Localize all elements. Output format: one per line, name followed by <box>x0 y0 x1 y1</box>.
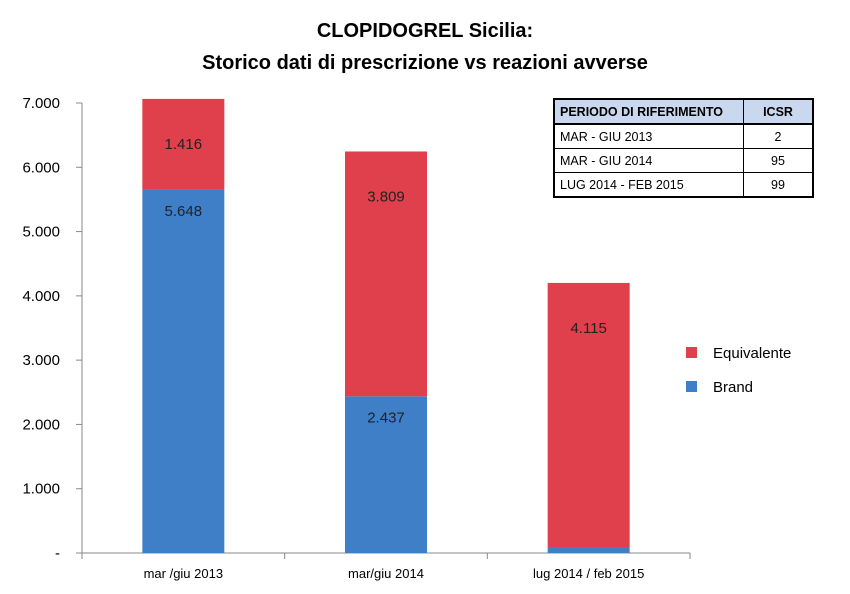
y-tick-label: 6.000 <box>22 159 60 176</box>
legend-swatch <box>686 381 697 392</box>
y-tick-label: - <box>55 545 60 562</box>
y-tick-label: 3.000 <box>22 352 60 369</box>
bar-brand <box>345 396 427 553</box>
data-label-equivalente: 4.115 <box>570 320 606 337</box>
table-row: MAR - GIU 2013 2 <box>553 123 814 149</box>
y-tick-label: 4.000 <box>22 288 60 305</box>
table-cell-period: MAR - GIU 2013 <box>553 123 744 149</box>
icsr-reference-table: PERIODO DI RIFERIMENTO ICSR MAR - GIU 20… <box>553 98 814 198</box>
table-header-icsr: ICSR <box>743 98 814 125</box>
table-cell-icsr: 99 <box>743 172 814 198</box>
data-label-brand: 2.437 <box>367 409 405 426</box>
table-header-period: PERIODO DI RIFERIMENTO <box>553 98 744 125</box>
legend-swatch <box>686 347 697 358</box>
x-tick-label: mar/giu 2014 <box>348 566 424 581</box>
x-tick-label: lug 2014 / feb 2015 <box>533 566 644 581</box>
table-row: MAR - GIU 2014 95 <box>553 148 814 173</box>
table-cell-period: LUG 2014 - FEB 2015 <box>553 172 744 198</box>
x-tick-label: mar /giu 2013 <box>144 566 224 581</box>
y-tick-label: 7.000 <box>22 95 60 112</box>
bar-brand <box>142 189 225 553</box>
chart-legend: Equivalente Brand <box>686 345 791 396</box>
bar-equivalente <box>142 98 225 190</box>
y-tick-label: 2.000 <box>22 416 60 433</box>
table-cell-icsr: 95 <box>743 148 814 173</box>
chart-title: CLOPIDOGREL Sicilia: <box>316 20 534 42</box>
bar-equivalente <box>345 151 427 397</box>
chart-subtitle: Storico dati di prescrizione vs reazioni… <box>202 52 648 74</box>
bar-equivalente <box>547 282 630 548</box>
data-label-brand: 5.648 <box>165 203 203 220</box>
table-cell-icsr: 2 <box>743 123 814 149</box>
data-label-equivalente: 1.416 <box>165 136 203 153</box>
y-tick-label: 1.000 <box>22 481 60 498</box>
table-row: LUG 2014 - FEB 2015 99 <box>553 172 814 198</box>
legend-label: Brand <box>713 379 753 396</box>
table-header-row: PERIODO DI RIFERIMENTO ICSR <box>553 98 814 125</box>
data-label-equivalente: 3.809 <box>367 188 405 205</box>
table-cell-period: MAR - GIU 2014 <box>553 148 744 173</box>
bar-brand <box>547 547 630 553</box>
y-tick-label: 5.000 <box>22 224 60 241</box>
legend-label: Equivalente <box>713 345 791 362</box>
